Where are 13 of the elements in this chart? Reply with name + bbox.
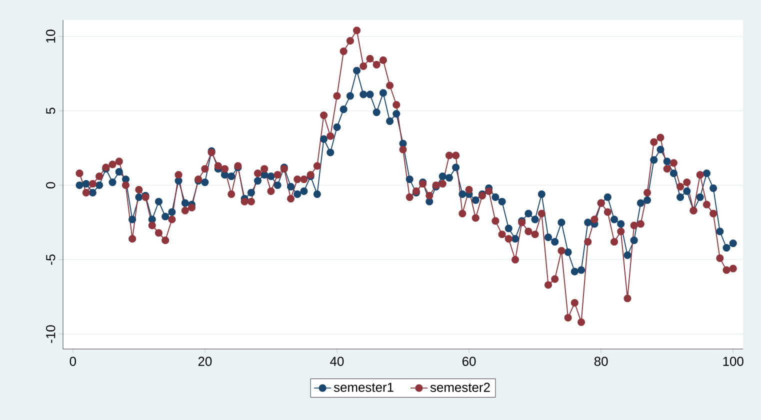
x-tick-label: 40 bbox=[330, 356, 344, 366]
x-tick-label: 100 bbox=[723, 356, 744, 366]
y-tick-label: -10 bbox=[46, 325, 56, 343]
x-tick-label: 60 bbox=[462, 356, 476, 366]
y-tick-label: 0 bbox=[46, 182, 56, 188]
legend-label: semester2 bbox=[430, 382, 490, 392]
x-tick-label: 20 bbox=[198, 356, 212, 366]
legend-label: semester1 bbox=[334, 382, 394, 392]
y-tick-label: 10 bbox=[46, 30, 56, 43]
x-tick-label: 80 bbox=[594, 356, 608, 366]
y-tick-label: 5 bbox=[46, 108, 56, 114]
y-tick-label: -5 bbox=[46, 254, 56, 265]
x-tick-label: 0 bbox=[70, 356, 76, 366]
